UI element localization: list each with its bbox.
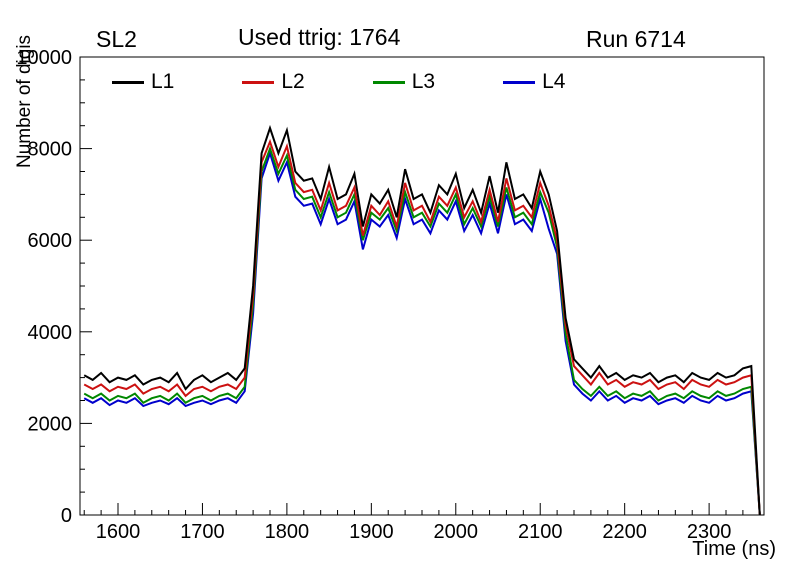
series-line-l4 xyxy=(83,149,761,516)
x-tick-label: 2100 xyxy=(518,521,563,543)
plot-frame xyxy=(79,56,765,516)
legend-line-l1 xyxy=(112,80,144,84)
y-tick-label: 6000 xyxy=(28,230,73,252)
plot-title: Used ttrig: 1764 xyxy=(238,24,401,50)
series-line-l3 xyxy=(83,145,761,516)
legend-entry-l4: L4 xyxy=(503,70,565,94)
y-tick-label: 4000 xyxy=(28,322,73,344)
legend-label-l3: L3 xyxy=(411,70,436,93)
legend-label-l2: L2 xyxy=(281,70,305,93)
legend-entry-l3: L3 xyxy=(372,70,436,94)
x-tick-label: 2000 xyxy=(434,521,479,543)
x-tick-label: 1700 xyxy=(180,521,225,543)
legend-line-l2 xyxy=(242,80,275,84)
x-tick-label: 2300 xyxy=(687,521,732,543)
x-axis-title: Time (ns) xyxy=(692,538,776,560)
series-line-l1 xyxy=(83,124,761,516)
x-tick-label: 1800 xyxy=(265,521,310,543)
legend-label-l4: L4 xyxy=(542,70,566,93)
series-line-l2 xyxy=(83,138,761,516)
legend-label-l1: L1 xyxy=(151,70,175,93)
plot-subtitle-right: Run 6714 xyxy=(586,26,686,52)
x-tick-label: 1900 xyxy=(349,521,394,543)
y-axis-title: Number of digis xyxy=(14,34,35,168)
legend-line-l4 xyxy=(503,80,536,84)
legend-entry-l1: L1 xyxy=(112,70,174,94)
plot-subtitle-left: SL2 xyxy=(96,26,137,52)
y-tick-label: 8000 xyxy=(28,139,73,161)
y-tick-label: 10000 xyxy=(16,47,72,69)
x-tick-label: 1600 xyxy=(96,521,141,543)
legend-line-l3 xyxy=(372,80,405,84)
y-tick-label: 2000 xyxy=(28,413,73,435)
legend: L1 L2 L3 L4 xyxy=(112,70,565,94)
y-tick-label: 0 xyxy=(61,505,72,527)
x-tick-label: 2200 xyxy=(602,521,647,543)
legend-entry-l2: L2 xyxy=(242,70,305,94)
